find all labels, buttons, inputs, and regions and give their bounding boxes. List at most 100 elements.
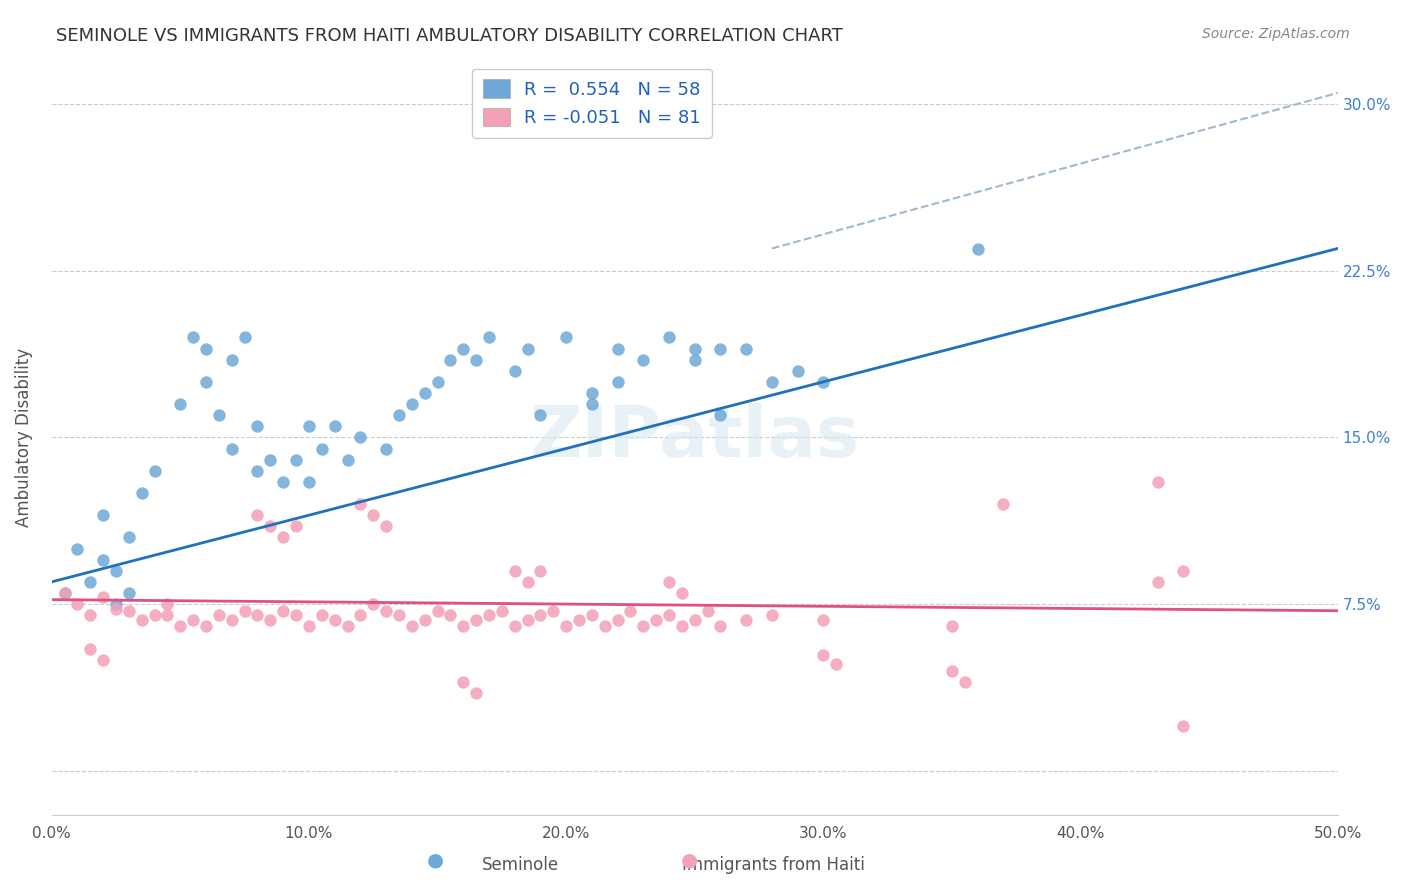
Point [143,464,166,478]
Point [735,342,758,356]
Point [118,586,141,600]
Text: Immigrants from Haiti: Immigrants from Haiti [682,856,865,874]
Point [349,497,371,511]
Point [221,613,243,627]
Point [606,375,628,389]
Point [516,613,538,627]
Point [581,608,603,623]
Point [503,619,526,633]
Point [311,442,333,456]
Point [658,330,681,344]
Point [529,608,551,623]
Point [941,664,963,678]
Point [53,586,76,600]
Point [465,352,488,367]
Point [156,608,179,623]
Point [181,330,204,344]
Point [503,364,526,378]
Point [683,613,706,627]
Point [1146,574,1168,589]
Point [375,604,398,618]
Point [105,597,128,611]
Point [285,608,308,623]
Point [336,619,359,633]
Point [349,608,371,623]
Point [606,342,628,356]
Point [298,619,321,633]
Point [645,613,668,627]
Point [401,619,423,633]
Point [671,619,693,633]
Point [541,604,564,618]
Point [1173,564,1195,578]
Point [941,619,963,633]
Point [233,330,256,344]
Point [221,352,243,367]
Point [516,574,538,589]
Point [143,608,166,623]
Point [361,508,384,523]
Y-axis label: Ambulatory Disability: Ambulatory Disability [15,348,32,527]
Point [761,608,783,623]
Point [761,375,783,389]
Point [246,419,269,434]
Point [465,686,488,700]
Point [593,619,616,633]
Point [658,574,681,589]
Text: SEMINOLE VS IMMIGRANTS FROM HAITI AMBULATORY DISABILITY CORRELATION CHART: SEMINOLE VS IMMIGRANTS FROM HAITI AMBULA… [56,27,844,45]
Point [131,613,153,627]
Point [413,613,436,627]
Point [259,613,281,627]
Point [105,601,128,615]
Point [91,552,114,566]
Point [426,375,449,389]
Point [91,653,114,667]
Point [208,608,231,623]
Point [966,242,988,256]
Point [53,586,76,600]
Point [451,674,474,689]
Text: ●: ● [427,851,444,870]
Point [311,608,333,623]
Point [285,452,308,467]
Point [516,342,538,356]
Point [195,342,218,356]
Point [709,342,731,356]
Point [118,530,141,544]
Point [709,619,731,633]
Point [91,591,114,605]
Point [735,613,758,627]
Point [195,375,218,389]
Point [696,604,718,618]
Point [671,586,693,600]
Point [105,564,128,578]
Text: ●: ● [681,851,697,870]
Point [298,419,321,434]
Point [66,597,89,611]
Point [388,408,411,422]
Point [401,397,423,411]
Point [181,613,204,627]
Point [813,375,835,389]
Point [375,519,398,533]
Point [246,464,269,478]
Point [619,604,641,618]
Point [555,330,578,344]
Point [813,648,835,663]
Point [246,508,269,523]
Point [451,619,474,633]
Point [478,330,501,344]
Point [825,657,848,671]
Point [118,604,141,618]
Point [349,430,371,444]
Point [285,519,308,533]
Point [478,608,501,623]
Point [786,364,808,378]
Point [555,619,578,633]
Point [993,497,1015,511]
Point [259,519,281,533]
Point [503,564,526,578]
Point [323,419,346,434]
Point [298,475,321,489]
Point [208,408,231,422]
